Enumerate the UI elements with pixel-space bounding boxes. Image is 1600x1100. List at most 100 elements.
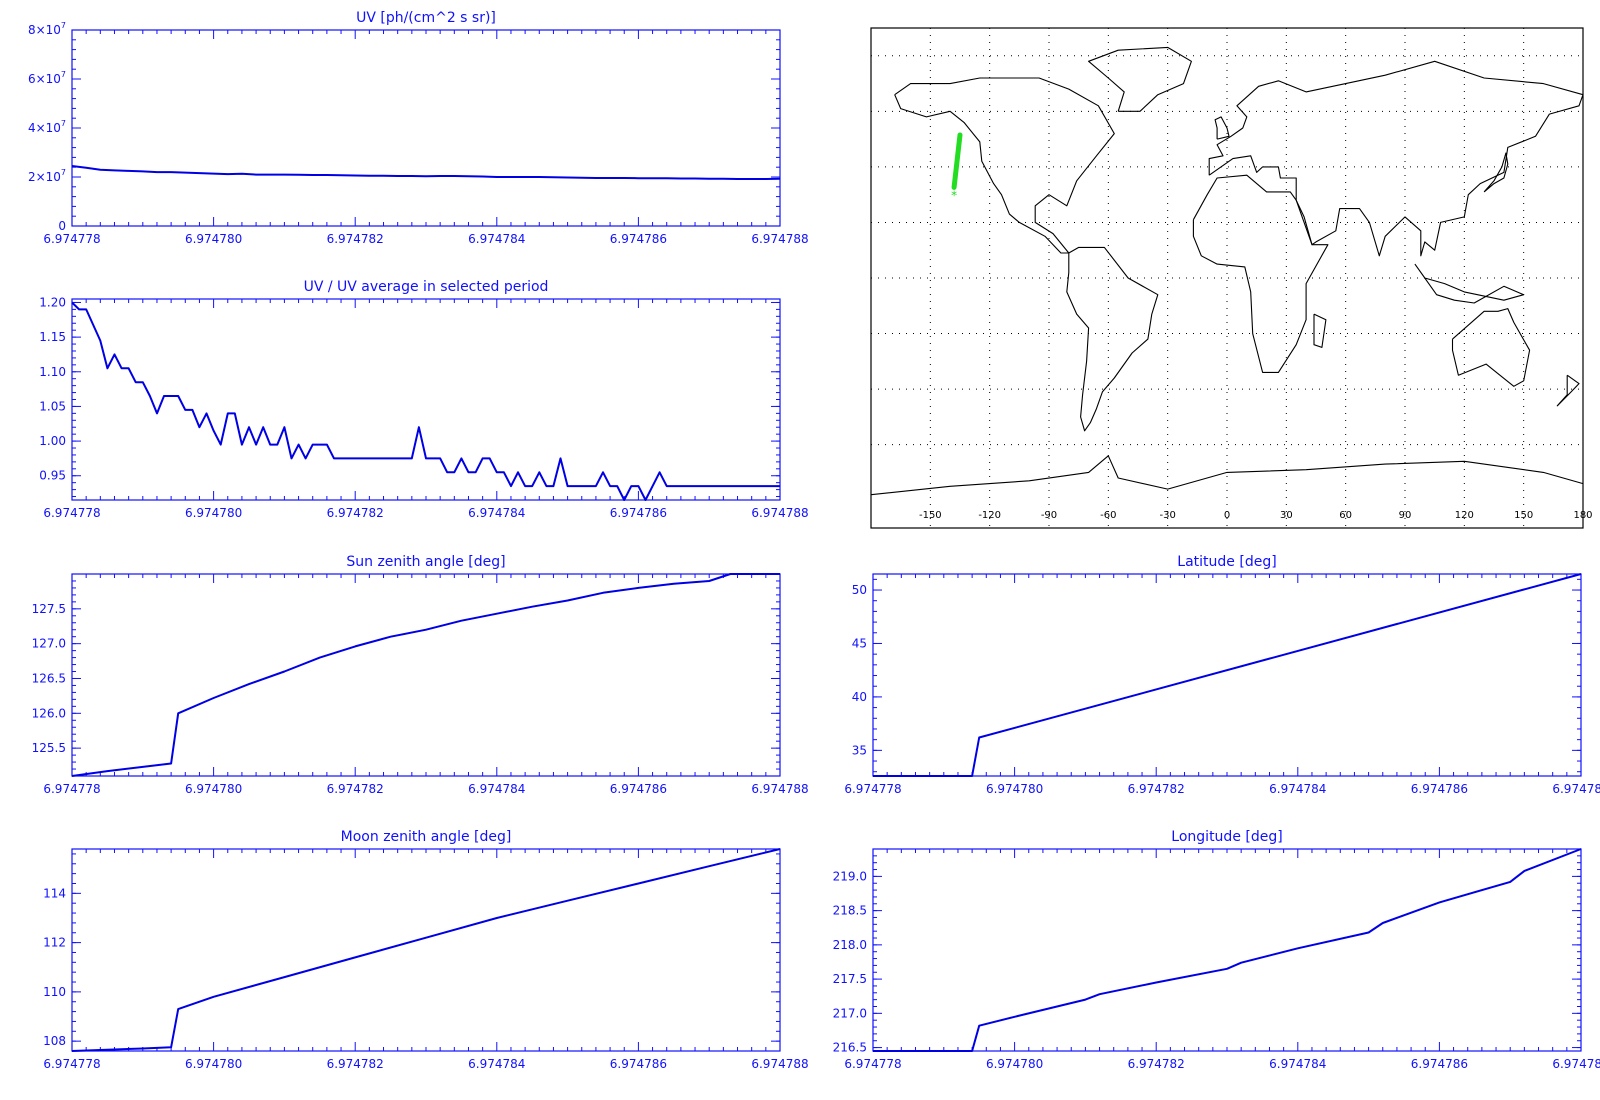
x-tick-label: 6.974788 [751,232,808,246]
plot-frame [71,573,781,777]
y-tick-label: 108 [43,1034,66,1048]
track-start-marker: * [951,188,957,202]
y-tick-label: 217.5 [833,972,867,986]
chart-sun-zenith: Sun zenith angle [deg] 6.974778 6.974780 6.… [32,554,809,796]
chart-title: Latitude [deg] [1177,554,1276,570]
x-tick-label: 6.974784 [468,506,525,520]
y-tick-label: 216.5 [833,1041,867,1055]
x-tick-label: 6.974786 [610,782,667,796]
y-tick-label: 8×107 [28,21,66,37]
x-tick-label: 6.974782 [327,506,384,520]
x-tick-label: 6.974780 [986,782,1043,796]
y-tick-label: 35 [852,743,867,757]
x-tick-label: 6.974788 [751,1057,808,1071]
lon-tick-label: -120 [978,510,1001,521]
chart-title: Moon zenith angle [deg] [341,829,512,845]
series-line [71,165,781,180]
y-tick-label: 0.95 [39,469,66,483]
x-tick-label: 6.974778 [844,782,901,796]
plot-frame [872,573,1582,777]
x-tick-label: 6.974784 [468,1057,525,1071]
x-tick-label: 6.974786 [1411,782,1468,796]
y-tick-label: 219.0 [833,869,867,883]
y-tick-label: 4×107 [28,119,66,135]
x-tick-label: 6.974782 [1128,782,1185,796]
chart-latitude: Latitude [deg] 6.974778 6.974780 6.974782 6.… [844,554,1600,796]
lon-tick-label: 60 [1339,510,1352,521]
x-tick-label: 6.974780 [185,232,242,246]
lon-tick-label: -30 [1159,510,1175,521]
x-tick-label: 6.974786 [1411,1057,1468,1071]
x-tick-label: 6.974780 [185,782,242,796]
x-tick-label: 6.974778 [844,1057,901,1071]
y-tick-label: 6×107 [28,70,66,86]
series-line [71,301,780,501]
chart-longitude: Longitude [deg] 6.974778 6.974780 6.974782 6… [833,829,1600,1071]
x-tick-label: 6.974784 [1269,782,1326,796]
map-frame [870,27,1584,529]
lon-tick-label: -150 [919,510,942,521]
chart-title: Sun zenith angle [deg] [346,554,505,570]
y-tick-label: 217.0 [833,1006,867,1020]
coastline-greenland [1088,46,1192,112]
x-tick-label: 6.974780 [185,1057,242,1071]
x-tick-label: 6.974788 [1552,782,1600,796]
y-tick-label: 127.5 [32,602,66,616]
plot-frame [872,848,1582,1052]
coastline-new-zealand [1556,374,1580,407]
plot-frame [71,29,781,227]
series-line [873,573,1582,777]
series-line [873,848,1582,1052]
y-tick-label: 45 [852,636,867,650]
y-tick-label: 126.0 [32,706,66,720]
y-tick-label: 50 [852,583,867,597]
lon-tick-label: 30 [1280,510,1293,521]
y-tick-label: 110 [43,985,66,999]
plot-frame [71,848,781,1052]
y-tick-label: 1.20 [39,295,66,309]
x-tick-label: 6.974778 [43,506,100,520]
lon-tick-label: -90 [1041,510,1057,521]
y-tick-label: 1.15 [39,330,66,344]
coastline-japan [1483,152,1509,193]
coastline-antarctica [870,455,1584,496]
y-tick-label: 114 [43,886,66,900]
x-tick-label: 6.974780 [185,506,242,520]
series-line [71,848,781,1052]
x-tick-label: 6.974788 [751,506,808,520]
chart-title: UV / UV average in selected period [304,279,549,295]
coastline-north-america [894,77,1115,254]
y-tick-label: 40 [852,690,867,704]
y-tick-label: 1.00 [39,434,66,448]
series-line [71,573,780,777]
y-tick-label: 218.5 [833,904,867,918]
x-tick-label: 6.974778 [43,1057,100,1071]
y-tick-label: 1.10 [39,365,66,379]
x-tick-label: 6.974786 [610,506,667,520]
x-tick-label: 6.974788 [1552,1057,1600,1071]
coastline-indonesia [1414,263,1525,304]
plot-frame [71,298,781,501]
x-tick-label: 6.974788 [751,782,808,796]
chart-title: UV [ph/(cm^2 s sr)] [356,10,496,26]
x-tick-label: 6.974784 [468,232,525,246]
lon-tick-label: 180 [1573,510,1592,521]
satellite-track [951,132,963,190]
x-tick-label: 6.974778 [43,782,100,796]
coastline-uk [1214,116,1230,140]
y-tick-label: 0 [58,219,66,233]
x-tick-label: 6.974778 [43,232,100,246]
y-tick-label: 127.0 [32,637,66,651]
y-tick-label: 112 [43,936,66,950]
y-tick-label: 218.0 [833,938,867,952]
y-tick-label: 126.5 [32,671,66,685]
coastline-madagascar [1313,313,1327,348]
lon-tick-label: 120 [1455,510,1474,521]
world-map: * -150 -120 -90 -60 -30 0 30 60 90 120 150 180 [870,27,1593,529]
lon-tick-label: -60 [1100,510,1116,521]
x-tick-label: 6.974782 [327,782,384,796]
x-tick-label: 6.974782 [1128,1057,1185,1071]
y-tick-label: 125.5 [32,741,66,755]
chart-uv-ratio: UV / UV average in selected period 6.9747… [39,279,808,520]
